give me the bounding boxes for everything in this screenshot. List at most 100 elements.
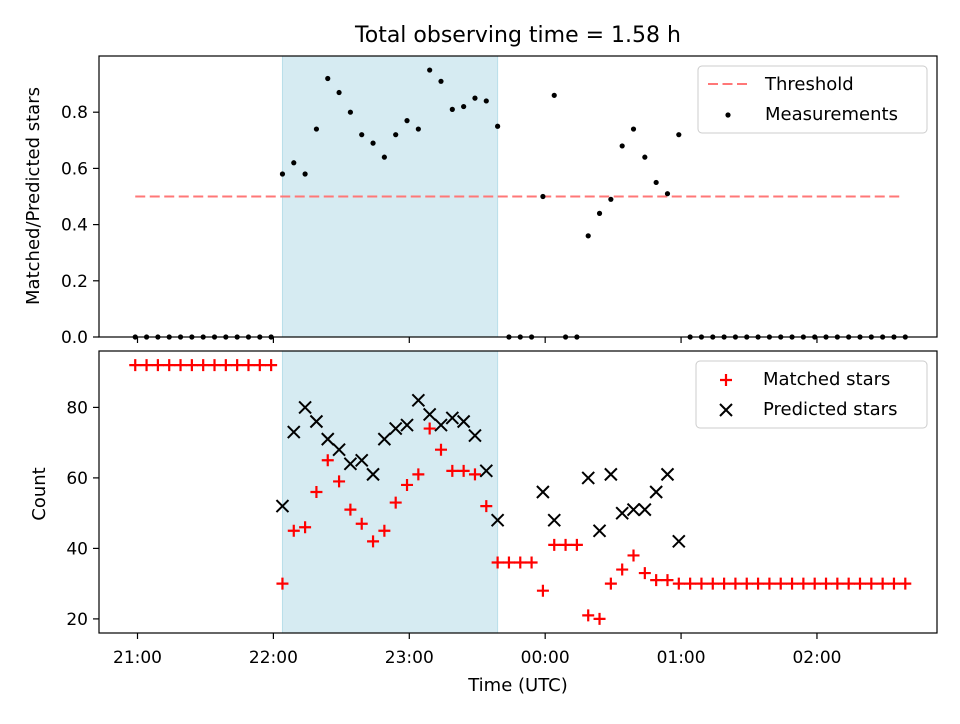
measurement-point xyxy=(540,193,546,200)
matched-star-point xyxy=(752,577,765,590)
predicted-star-point xyxy=(355,453,369,467)
measurement-point xyxy=(642,154,648,160)
predicted-stars-series xyxy=(275,393,686,549)
matched-star-point xyxy=(853,577,866,590)
measurement-point xyxy=(653,179,659,186)
predicted-star-point xyxy=(411,393,426,408)
matched-star-point xyxy=(695,577,708,590)
top-axes-frame xyxy=(98,55,938,338)
matched-star-point xyxy=(231,359,244,372)
predicted-star-point xyxy=(298,400,312,415)
matched-star-point xyxy=(378,524,391,537)
matched-star-point xyxy=(604,577,617,590)
predicted-star-point xyxy=(309,414,324,429)
measurement-point xyxy=(664,191,671,197)
matched-star-point xyxy=(367,535,380,548)
predicted-legend-label: Predicted stars xyxy=(763,399,897,420)
threshold-legend-label: Threshold xyxy=(764,74,854,95)
bottom-y-axis-label: Count xyxy=(29,467,50,520)
matched-star-point xyxy=(797,577,810,590)
measurement-point xyxy=(347,109,353,115)
predicted-star-point xyxy=(287,425,301,439)
predicted-star-point xyxy=(468,428,482,443)
measurements-legend-marker xyxy=(725,112,731,118)
matched-star-point xyxy=(627,549,640,562)
bottom-axes-frame xyxy=(98,350,938,634)
measurement-point xyxy=(608,196,614,202)
predicted-star-point xyxy=(388,421,403,436)
matched-star-point xyxy=(808,577,821,590)
predicted-star-point xyxy=(366,467,380,482)
measurement-point xyxy=(483,98,489,104)
x-tick-label: 22:00 xyxy=(249,648,298,668)
matched-star-point xyxy=(299,521,312,534)
matched-star-point xyxy=(559,538,572,551)
measurement-point xyxy=(336,89,342,96)
matched-star-point xyxy=(616,563,629,576)
x-tick-label: 21:00 xyxy=(113,648,162,668)
bottom-x-ticks: 21:00 22:00 23:00 00:00 01:00 02:00 xyxy=(113,633,841,668)
measurement-point xyxy=(313,126,320,132)
matched-star-point xyxy=(729,577,742,590)
matched-star-point xyxy=(197,359,210,372)
y-tick-label: 0.8 xyxy=(61,103,88,123)
matched-star-point xyxy=(582,609,595,622)
matched-star-point xyxy=(502,556,515,569)
predicted-star-point xyxy=(400,418,414,432)
matched-star-point xyxy=(355,517,368,530)
measurement-point xyxy=(472,95,478,101)
matched-star-point xyxy=(423,422,436,435)
predicted-star-point xyxy=(672,534,686,549)
x-tick-label: 01:00 xyxy=(657,648,706,668)
measurement-point xyxy=(630,126,637,132)
matched-star-point xyxy=(887,577,900,590)
matched-star-point xyxy=(151,359,164,372)
matched-star-point xyxy=(412,468,425,481)
predicted-star-point xyxy=(581,471,595,485)
top-legend-box xyxy=(697,65,928,134)
matched-star-point xyxy=(185,359,198,372)
predicted-star-point xyxy=(490,513,505,527)
measurement-point xyxy=(393,132,399,138)
measurement-point xyxy=(438,78,444,84)
measurement-point xyxy=(427,67,433,73)
predicted-star-point xyxy=(547,513,561,527)
matched-star-point xyxy=(899,577,912,590)
predicted-star-point xyxy=(604,467,618,482)
matched-star-point xyxy=(842,577,855,590)
matched-star-point xyxy=(650,574,663,587)
predicted-star-point xyxy=(660,467,675,482)
predicted-star-point xyxy=(592,524,607,538)
predicted-star-point xyxy=(626,502,641,517)
top-panel: 0.00.20.40.60.8 Matched/Predicted stars … xyxy=(23,55,938,348)
measurement-point xyxy=(495,123,501,129)
matched-star-point xyxy=(276,577,289,590)
measurement-point xyxy=(302,171,308,177)
matched-star-point xyxy=(163,359,176,372)
matched-star-point xyxy=(514,556,527,569)
matched-stars-series xyxy=(129,359,912,625)
measurement-point xyxy=(279,171,286,177)
measurement-point xyxy=(619,143,625,149)
measurement-point xyxy=(359,132,365,138)
matched-star-point xyxy=(831,577,844,590)
predicted-star-point xyxy=(332,442,346,457)
top-y-ticks: 0.0 0.2 0.4 0.6 0.8 xyxy=(61,103,99,348)
measurement-point xyxy=(381,154,387,160)
predicted-star-point xyxy=(638,502,652,517)
matched-star-point xyxy=(321,454,334,467)
matched-star-point xyxy=(570,538,583,551)
matched-star-point xyxy=(706,577,719,590)
predicted-star-point xyxy=(434,418,448,432)
y-tick-label: 60 xyxy=(66,469,88,489)
matched-star-point xyxy=(593,612,606,625)
matched-star-point xyxy=(333,475,346,488)
matched-legend-label: Matched stars xyxy=(763,369,890,390)
y-tick-label: 20 xyxy=(66,610,88,630)
y-tick-label: 40 xyxy=(66,539,88,559)
y-tick-label: 0.2 xyxy=(61,272,88,292)
x-tick-label: 00:00 xyxy=(521,648,570,668)
predicted-star-point xyxy=(422,407,437,422)
